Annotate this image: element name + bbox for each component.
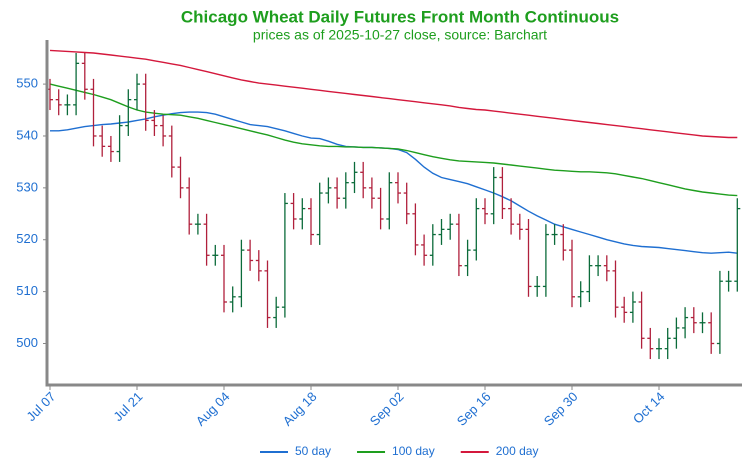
legend-label: 50 day [295, 444, 331, 458]
x-tick-label: Aug 04 [193, 389, 233, 429]
y-tick-label: 510 [16, 283, 38, 298]
legend-label: 100 day [392, 444, 435, 458]
ma-line [49, 83, 738, 197]
chart-title: Chicago Wheat Daily Futures Front Month … [181, 7, 619, 26]
x-tick-label: Sep 16 [454, 389, 494, 429]
legend-label: 200 day [496, 444, 539, 458]
y-tick-label: 550 [16, 76, 38, 91]
x-tick-label: Sep 02 [367, 389, 407, 429]
chart-subtitle: prices as of 2025-10-27 close, source: B… [253, 27, 547, 43]
ma-line [49, 49, 738, 139]
y-tick-label: 530 [16, 179, 38, 194]
y-tick-label: 540 [16, 127, 38, 142]
x-tick-label: Sep 30 [541, 389, 581, 429]
x-tick-label: Jul 21 [110, 389, 145, 424]
x-tick-label: Aug 18 [280, 389, 320, 429]
y-tick-label: 520 [16, 231, 38, 246]
x-tick-label: Oct 14 [630, 389, 668, 427]
y-tick-label: 500 [16, 335, 38, 350]
ma-line [50, 111, 738, 254]
x-tick-label: Jul 07 [23, 389, 58, 424]
